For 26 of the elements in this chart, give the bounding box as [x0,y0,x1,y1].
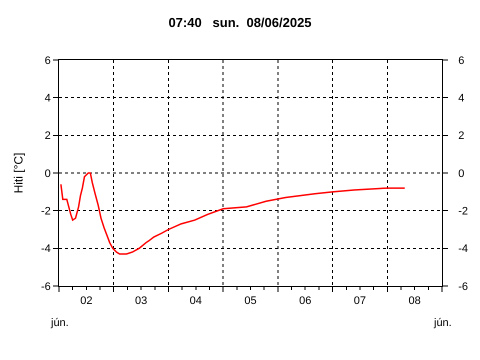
y2-tick-label: 0 [458,168,464,180]
line-series [60,172,406,255]
text: jún. [433,317,452,329]
y2-tick-label: 2 [458,130,464,142]
y-tick-label: 0 [44,168,51,180]
x-tick-label: 07 [354,295,366,307]
y2-tick-label: 6 [458,54,464,67]
x-tick-label: 08 [408,295,421,307]
y2-tick-label: -2 [458,206,468,218]
y-tick-label: -4 [41,243,51,256]
x-tick-label: 06 [299,295,312,307]
chart-title: 07:40 sun. 08/06/2025 [168,15,312,30]
y-tick-label: 2 [44,130,51,142]
y-tick-label: -2 [41,206,51,218]
x-tick-label: 03 [134,295,148,307]
y-tick-label: 6 [44,54,51,67]
y-tick-label: 4 [44,92,51,105]
y-tick-label: -6 [41,280,51,293]
x-tick-label: 05 [244,295,257,307]
y2-tick-label: 4 [458,92,464,105]
y-axis-title: Hiti [°C] [11,152,26,194]
x-tick-label: 04 [190,295,202,307]
y2-tick-label: -4 [458,243,468,256]
text: jún. [50,317,69,329]
x-tick-label: 02 [80,295,92,307]
y2-tick-label: -6 [458,280,468,293]
